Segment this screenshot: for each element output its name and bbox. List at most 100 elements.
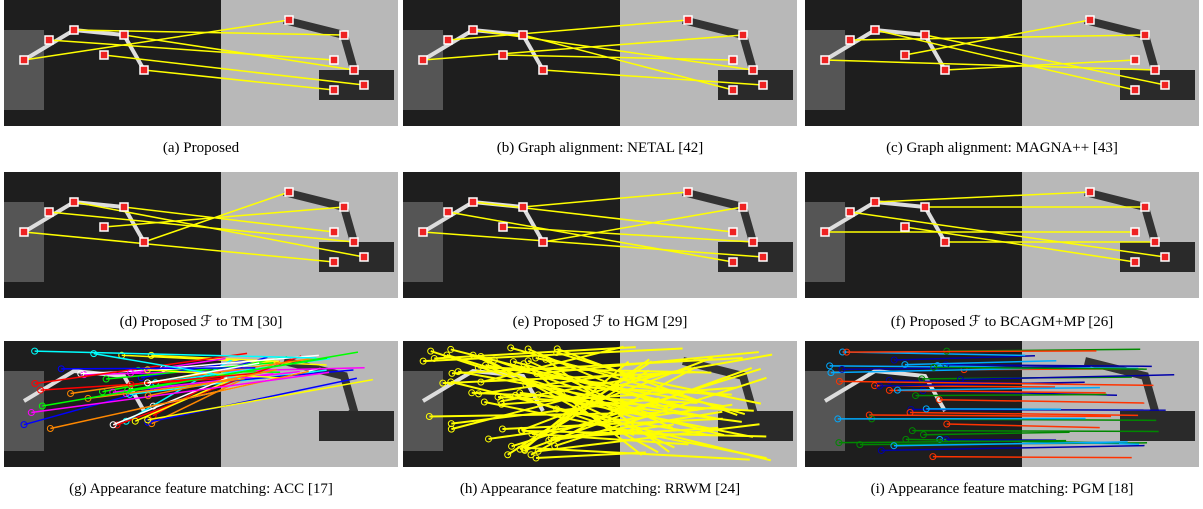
keypoint (821, 228, 829, 236)
keypoint (330, 56, 338, 64)
keypoint (285, 188, 293, 196)
keypoint (871, 26, 879, 34)
keypoint (901, 51, 909, 59)
right-image (1022, 172, 1199, 298)
keypoint (901, 223, 909, 231)
keypoint (759, 253, 767, 261)
keypoint (350, 66, 358, 74)
keypoint (20, 228, 28, 236)
keypoint (1086, 16, 1094, 24)
matching-image (805, 0, 1199, 126)
keypoint (1131, 86, 1139, 94)
keypoint (330, 86, 338, 94)
keypoint (499, 51, 507, 59)
figure-panel: (i) Appearance feature matching: PGM [18… (805, 341, 1199, 498)
match-line (912, 431, 1158, 432)
keypoint (749, 238, 757, 246)
figure-panel: (g) Appearance feature matching: ACC [17… (4, 341, 398, 498)
keypoint (444, 36, 452, 44)
keypoint (360, 81, 368, 89)
keypoint (539, 238, 547, 246)
robot-base (403, 202, 443, 282)
right-image (1022, 0, 1199, 126)
robot-base-right (319, 411, 394, 441)
keypoint (330, 228, 338, 236)
figure: (a) Proposed (b) Graph alignment: NETAL [… (0, 0, 1203, 509)
keypoint (684, 16, 692, 24)
robot-base (805, 202, 845, 282)
figure-panel: (c) Graph alignment: MAGNA++ [43] (805, 0, 1199, 157)
keypoint (739, 203, 747, 211)
keypoint (340, 203, 348, 211)
caption: (i) Appearance feature matching: PGM [18… (805, 481, 1199, 498)
keypoint (70, 198, 78, 206)
figure-panel: (d) Proposed ℱ to TM [30] (4, 172, 398, 331)
matching-image (805, 341, 1199, 467)
keypoint (846, 36, 854, 44)
matching-image (805, 172, 1199, 298)
keypoint (1151, 238, 1159, 246)
matching-image (4, 341, 398, 467)
robot-base (4, 30, 44, 110)
robot-base (4, 202, 44, 282)
keypoint (1161, 81, 1169, 89)
matching-image (4, 172, 398, 298)
keypoint (729, 86, 737, 94)
keypoint (330, 258, 338, 266)
keypoint (519, 31, 527, 39)
figure-panel: (f) Proposed ℱ to BCAGM+MP [26] (805, 172, 1199, 331)
keypoint (759, 81, 767, 89)
keypoint (1131, 258, 1139, 266)
keypoint (941, 66, 949, 74)
keypoint (1141, 203, 1149, 211)
keypoint (140, 238, 148, 246)
keypoint (469, 198, 477, 206)
caption: (b) Graph alignment: NETAL [42] (403, 140, 797, 157)
keypoint (419, 228, 427, 236)
keypoint (1141, 31, 1149, 39)
matching-image (403, 172, 797, 298)
keypoint (469, 26, 477, 34)
keypoint (846, 208, 854, 216)
keypoint (941, 238, 949, 246)
keypoint (729, 228, 737, 236)
keypoint (684, 188, 692, 196)
keypoint (20, 56, 28, 64)
keypoint (1161, 253, 1169, 261)
keypoint (539, 66, 547, 74)
caption: (g) Appearance feature matching: ACC [17… (4, 481, 398, 498)
keypoint (350, 238, 358, 246)
caption: (h) Appearance feature matching: RRWM [2… (403, 481, 797, 498)
keypoint (729, 56, 737, 64)
keypoint (1086, 188, 1094, 196)
keypoint (444, 208, 452, 216)
match-line (946, 440, 1056, 441)
keypoint (519, 203, 527, 211)
keypoint (340, 31, 348, 39)
caption: (a) Proposed (4, 140, 398, 157)
keypoint (120, 31, 128, 39)
robot-base (805, 371, 845, 451)
caption: (e) Proposed ℱ to HGM [29] (403, 312, 797, 331)
keypoint (45, 36, 53, 44)
keypoint (100, 223, 108, 231)
keypoint (360, 253, 368, 261)
keypoint (921, 31, 929, 39)
keypoint (100, 51, 108, 59)
keypoint (1131, 228, 1139, 236)
matching-image (403, 341, 797, 467)
robot-base (403, 371, 443, 451)
keypoint (120, 203, 128, 211)
caption: (d) Proposed ℱ to TM [30] (4, 312, 398, 331)
right-image (1022, 341, 1199, 467)
keypoint (921, 203, 929, 211)
keypoint (45, 208, 53, 216)
keypoint (1151, 66, 1159, 74)
keypoint (1131, 56, 1139, 64)
figure-panel: (a) Proposed (4, 0, 398, 157)
keypoint (729, 258, 737, 266)
figure-panel: (e) Proposed ℱ to HGM [29] (403, 172, 797, 331)
matching-image (403, 0, 797, 126)
keypoint (749, 66, 757, 74)
match-line (933, 457, 1132, 458)
